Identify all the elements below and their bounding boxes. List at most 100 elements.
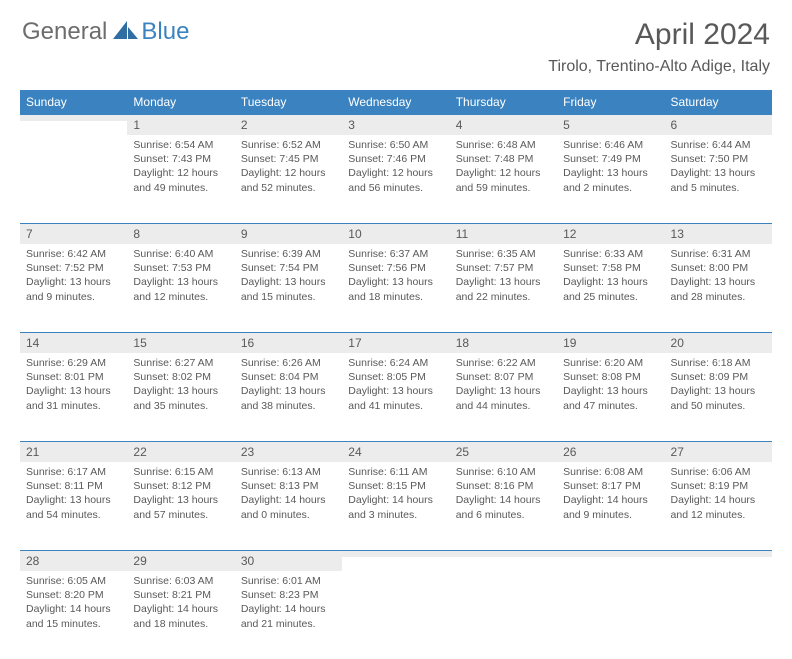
- week-body-row: Sunrise: 6:05 AMSunset: 8:20 PMDaylight:…: [20, 571, 772, 659]
- daylight-text: Daylight: 13 hours and 47 minutes.: [563, 384, 658, 412]
- day-cell: Sunrise: 6:33 AMSunset: 7:58 PMDaylight:…: [557, 244, 664, 332]
- day-number: 8: [127, 223, 234, 244]
- day-cell: Sunrise: 6:52 AMSunset: 7:45 PMDaylight:…: [235, 135, 342, 223]
- day-number: 3: [342, 114, 449, 135]
- sunset-text: Sunset: 7:53 PM: [133, 261, 228, 275]
- day-details: Sunrise: 6:18 AMSunset: 8:09 PMDaylight:…: [665, 353, 772, 419]
- sunset-text: Sunset: 8:09 PM: [671, 370, 766, 384]
- daylight-text: Daylight: 13 hours and 5 minutes.: [671, 166, 766, 194]
- day-cell: Sunrise: 6:50 AMSunset: 7:46 PMDaylight:…: [342, 135, 449, 223]
- sunrise-text: Sunrise: 6:44 AM: [671, 138, 766, 152]
- logo: General Blue: [22, 18, 189, 46]
- day-number: [665, 550, 772, 557]
- sunrise-text: Sunrise: 6:26 AM: [241, 356, 336, 370]
- sunset-text: Sunset: 8:11 PM: [26, 479, 121, 493]
- day-details: Sunrise: 6:20 AMSunset: 8:08 PMDaylight:…: [557, 353, 664, 419]
- weekday-header-row: Sunday Monday Tuesday Wednesday Thursday…: [20, 90, 772, 114]
- day-number: 24: [342, 441, 449, 462]
- daylight-text: Daylight: 14 hours and 0 minutes.: [241, 493, 336, 521]
- day-number: 20: [665, 332, 772, 353]
- daylight-text: Daylight: 13 hours and 44 minutes.: [456, 384, 551, 412]
- daylight-text: Daylight: 12 hours and 59 minutes.: [456, 166, 551, 194]
- logo-text-blue: Blue: [141, 18, 189, 46]
- sunrise-text: Sunrise: 6:39 AM: [241, 247, 336, 261]
- sunrise-text: Sunrise: 6:06 AM: [671, 465, 766, 479]
- day-number: 29: [127, 550, 234, 571]
- day-number: 25: [450, 441, 557, 462]
- logo-text-general: General: [22, 18, 107, 46]
- weekday-header: Thursday: [450, 90, 557, 114]
- day-details: Sunrise: 6:11 AMSunset: 8:15 PMDaylight:…: [342, 462, 449, 528]
- sunset-text: Sunset: 8:02 PM: [133, 370, 228, 384]
- sunset-text: Sunset: 8:21 PM: [133, 588, 228, 602]
- daylight-text: Daylight: 13 hours and 57 minutes.: [133, 493, 228, 521]
- day-cell: Sunrise: 6:10 AMSunset: 8:16 PMDaylight:…: [450, 462, 557, 550]
- day-details: Sunrise: 6:31 AMSunset: 8:00 PMDaylight:…: [665, 244, 772, 310]
- day-number: [557, 550, 664, 557]
- day-cell: Sunrise: 6:22 AMSunset: 8:07 PMDaylight:…: [450, 353, 557, 441]
- day-number: 14: [20, 332, 127, 353]
- day-cell: [557, 571, 664, 659]
- sunrise-text: Sunrise: 6:11 AM: [348, 465, 443, 479]
- daylight-text: Daylight: 13 hours and 41 minutes.: [348, 384, 443, 412]
- day-number: 23: [235, 441, 342, 462]
- day-number: 6: [665, 114, 772, 135]
- day-cell: Sunrise: 6:35 AMSunset: 7:57 PMDaylight:…: [450, 244, 557, 332]
- day-details: Sunrise: 6:06 AMSunset: 8:19 PMDaylight:…: [665, 462, 772, 528]
- day-cell: Sunrise: 6:29 AMSunset: 8:01 PMDaylight:…: [20, 353, 127, 441]
- weekday-header: Friday: [557, 90, 664, 114]
- sunrise-text: Sunrise: 6:18 AM: [671, 356, 766, 370]
- day-number-row: 282930: [20, 550, 772, 571]
- day-number: 21: [20, 441, 127, 462]
- sunrise-text: Sunrise: 6:20 AM: [563, 356, 658, 370]
- logo-sail-icon: [113, 19, 139, 46]
- day-details: Sunrise: 6:40 AMSunset: 7:53 PMDaylight:…: [127, 244, 234, 310]
- day-cell: Sunrise: 6:31 AMSunset: 8:00 PMDaylight:…: [665, 244, 772, 332]
- week-body-row: Sunrise: 6:29 AMSunset: 8:01 PMDaylight:…: [20, 353, 772, 441]
- day-cell: Sunrise: 6:37 AMSunset: 7:56 PMDaylight:…: [342, 244, 449, 332]
- sunset-text: Sunset: 7:49 PM: [563, 152, 658, 166]
- day-cell: Sunrise: 6:42 AMSunset: 7:52 PMDaylight:…: [20, 244, 127, 332]
- day-cell: Sunrise: 6:06 AMSunset: 8:19 PMDaylight:…: [665, 462, 772, 550]
- day-cell: Sunrise: 6:13 AMSunset: 8:13 PMDaylight:…: [235, 462, 342, 550]
- day-details: Sunrise: 6:10 AMSunset: 8:16 PMDaylight:…: [450, 462, 557, 528]
- day-cell: Sunrise: 6:18 AMSunset: 8:09 PMDaylight:…: [665, 353, 772, 441]
- day-number: 26: [557, 441, 664, 462]
- sunset-text: Sunset: 8:01 PM: [26, 370, 121, 384]
- day-number: 19: [557, 332, 664, 353]
- day-number: 1: [127, 114, 234, 135]
- sunrise-text: Sunrise: 6:42 AM: [26, 247, 121, 261]
- daylight-text: Daylight: 12 hours and 56 minutes.: [348, 166, 443, 194]
- sunset-text: Sunset: 8:15 PM: [348, 479, 443, 493]
- day-details: Sunrise: 6:52 AMSunset: 7:45 PMDaylight:…: [235, 135, 342, 201]
- sunset-text: Sunset: 7:56 PM: [348, 261, 443, 275]
- daylight-text: Daylight: 14 hours and 12 minutes.: [671, 493, 766, 521]
- sunrise-text: Sunrise: 6:46 AM: [563, 138, 658, 152]
- title-block: April 2024 Tirolo, Trentino-Alto Adige, …: [548, 18, 770, 76]
- day-number: 4: [450, 114, 557, 135]
- day-details: Sunrise: 6:29 AMSunset: 8:01 PMDaylight:…: [20, 353, 127, 419]
- sunset-text: Sunset: 8:05 PM: [348, 370, 443, 384]
- day-details: Sunrise: 6:54 AMSunset: 7:43 PMDaylight:…: [127, 135, 234, 201]
- daylight-text: Daylight: 14 hours and 21 minutes.: [241, 602, 336, 630]
- day-number: 18: [450, 332, 557, 353]
- daylight-text: Daylight: 14 hours and 9 minutes.: [563, 493, 658, 521]
- day-details: Sunrise: 6:05 AMSunset: 8:20 PMDaylight:…: [20, 571, 127, 637]
- day-details: Sunrise: 6:13 AMSunset: 8:13 PMDaylight:…: [235, 462, 342, 528]
- daylight-text: Daylight: 14 hours and 18 minutes.: [133, 602, 228, 630]
- sunrise-text: Sunrise: 6:27 AM: [133, 356, 228, 370]
- sunrise-text: Sunrise: 6:15 AM: [133, 465, 228, 479]
- page-header: General Blue April 2024 Tirolo, Trentino…: [0, 0, 792, 82]
- day-details: Sunrise: 6:48 AMSunset: 7:48 PMDaylight:…: [450, 135, 557, 201]
- sunrise-text: Sunrise: 6:33 AM: [563, 247, 658, 261]
- month-title: April 2024: [548, 18, 770, 52]
- daylight-text: Daylight: 13 hours and 35 minutes.: [133, 384, 228, 412]
- day-number: 15: [127, 332, 234, 353]
- sunset-text: Sunset: 7:54 PM: [241, 261, 336, 275]
- day-cell: Sunrise: 6:08 AMSunset: 8:17 PMDaylight:…: [557, 462, 664, 550]
- sunset-text: Sunset: 8:13 PM: [241, 479, 336, 493]
- day-details: Sunrise: 6:26 AMSunset: 8:04 PMDaylight:…: [235, 353, 342, 419]
- location-text: Tirolo, Trentino-Alto Adige, Italy: [548, 58, 770, 76]
- day-cell: Sunrise: 6:39 AMSunset: 7:54 PMDaylight:…: [235, 244, 342, 332]
- day-cell: Sunrise: 6:11 AMSunset: 8:15 PMDaylight:…: [342, 462, 449, 550]
